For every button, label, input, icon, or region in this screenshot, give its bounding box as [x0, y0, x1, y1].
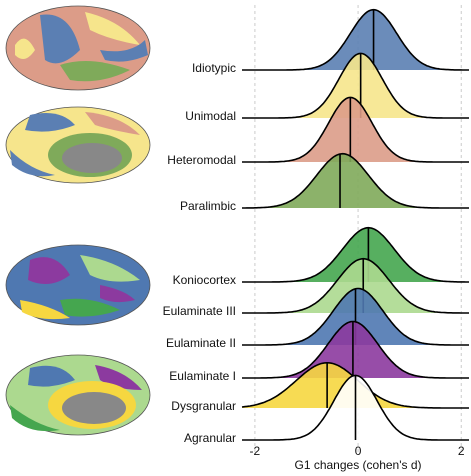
ridge-outline: [242, 152, 469, 209]
brain-2: [5, 106, 151, 184]
ridge-area: [242, 53, 469, 118]
brain-images: [5, 5, 151, 436]
ridge-outline: [242, 52, 469, 119]
ridge-label: Idiotypic: [192, 61, 236, 75]
ridge-label: Eulaminate III: [163, 304, 236, 318]
ridge-label: Koniocortex: [173, 273, 236, 287]
ridge-label: Paralimbic: [180, 199, 236, 213]
brain-3: [5, 244, 151, 326]
ridge-label: Heteromodal: [167, 153, 236, 167]
ridge-outline: [242, 96, 469, 163]
ridge-outline: [242, 8, 469, 71]
ridge-label: Unimodal: [185, 109, 236, 123]
ridge-area: [242, 321, 469, 378]
ridge-label: Eulaminate I: [169, 369, 236, 383]
ridge-label: Eulaminate II: [166, 336, 236, 350]
ridge-label: Agranular: [184, 431, 236, 445]
ridge-area: [242, 258, 469, 313]
ridge-area: [242, 9, 469, 70]
ridge-area: [242, 153, 469, 208]
x-tick-label: 0: [355, 444, 362, 458]
brain-1: [5, 5, 151, 91]
x-tick-label: -2: [250, 444, 261, 458]
ridge-outline: [242, 226, 469, 283]
ridge-outline: [242, 320, 469, 379]
ridge-outline: [242, 257, 469, 314]
ridge-area: [242, 227, 469, 282]
x-tick-label: 2: [458, 444, 465, 458]
ridge-area: [242, 97, 469, 162]
brain-4: [5, 354, 151, 436]
ridge-outline: [242, 374, 469, 441]
ridge-label: Dysgranular: [171, 399, 236, 413]
x-axis-label: G1 changes (cohen's d): [294, 458, 421, 472]
